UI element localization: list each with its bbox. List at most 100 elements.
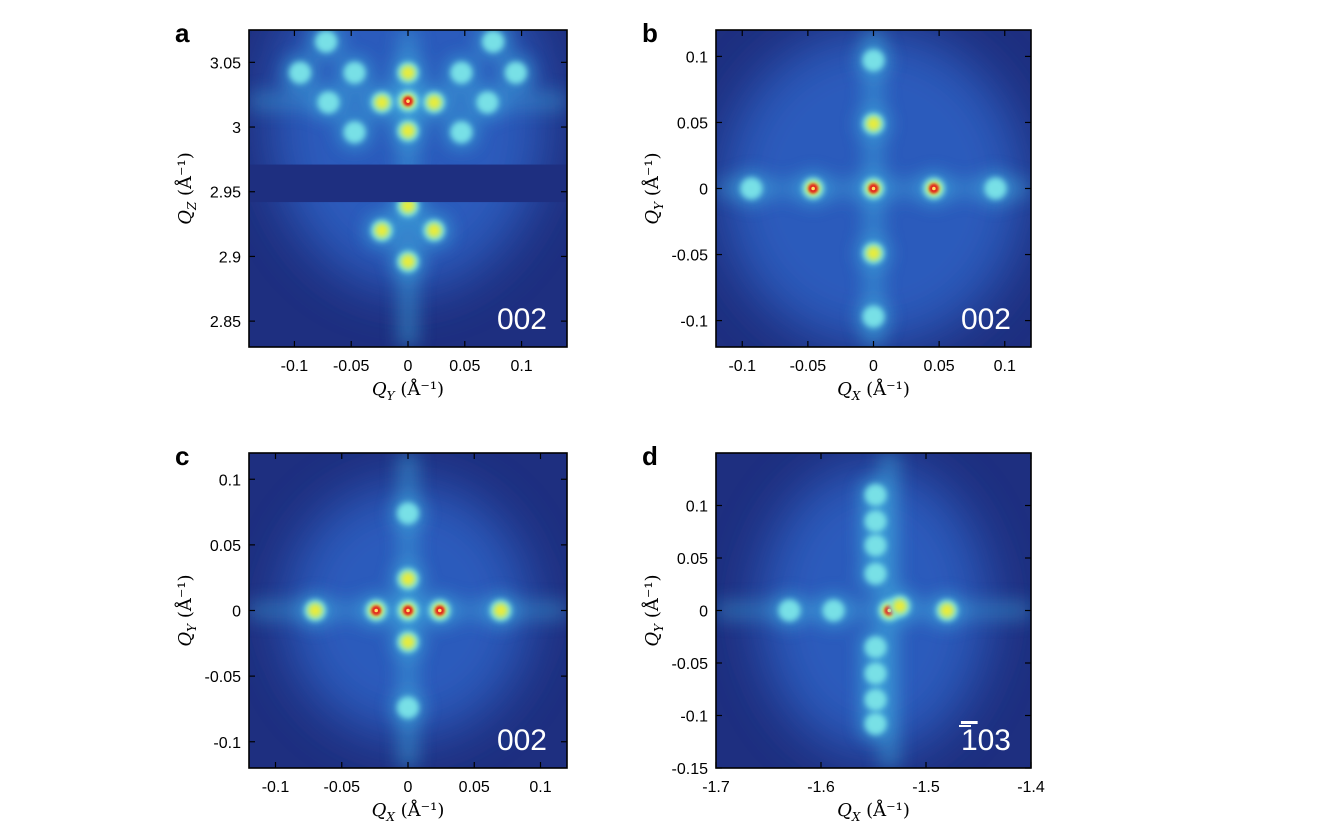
peak-b-2 [922,177,945,200]
peak-a-14 [476,91,499,114]
heatmap-d [716,453,1031,768]
y-tick-label-c-0: -0.1 [213,735,241,752]
peak-a-17 [289,61,312,84]
peak-a-1 [397,61,419,84]
peak-c-8 [397,696,419,719]
y-tick-label-c-4: 0.1 [219,472,241,489]
y-tick-label-d-4: 0.05 [677,551,708,568]
peak-a-5 [370,91,393,114]
y-tick-label-c-1: -0.05 [205,669,242,686]
peak-c-0 [397,599,419,622]
y-axis-label-a: QZ (Å⁻¹) [174,152,199,225]
y-tick-label-c-2: 0 [232,604,241,621]
peak-b-0 [862,177,885,200]
panel-letter-d: d [642,441,658,471]
reflection-label-c: 002 [497,724,547,757]
peak-a-13 [317,91,340,114]
heatmap-b [716,30,1031,347]
y-tick-label-b-4: 0.1 [686,49,708,66]
peak-a-8 [423,219,446,242]
peak-d-2 [936,599,958,622]
x-tick-label-a-4: 0.1 [510,358,532,375]
peak-c-5 [304,599,327,622]
peak-d-12 [864,712,887,735]
peak-d-4 [822,599,845,622]
y-tick-label-b-1: -0.05 [672,248,709,265]
reflection-label-d: 103 [961,724,1011,757]
peak-a-11 [343,61,366,84]
peak-d-5 [864,484,887,506]
peak-d-7 [864,534,887,557]
peak-d-8 [864,562,887,585]
x-tick-label-c-3: 0.05 [459,779,490,796]
y-tick-label-a-1: 2.9 [219,249,241,266]
panel-b: b 002 -0.1 -0.05 0 0.05 0.1 -0.1 -0.05 0 0.05 0.1 QX… [641,18,1032,403]
peak-d-1 [888,595,911,618]
x-tick-label-a-3: 0.05 [449,358,480,375]
peak-a-16 [482,30,505,53]
panel-letter-a: a [175,18,190,48]
panel-a: a 002 -0.1 -0.05 0 0.05 0.1 2.85 2.9 2.95 3 3.05 QY … [174,18,568,403]
panel-letter-c: c [175,441,189,471]
peak-d-10 [864,662,887,685]
x-tick-label-a-1: -0.05 [333,358,370,375]
peak-b-5 [740,177,763,200]
peak-d-3 [778,599,801,622]
peak-b-1 [802,177,825,200]
peak-a-2 [397,119,419,142]
y-tick-label-a-2: 2.95 [210,185,241,202]
peak-a-15 [315,30,338,53]
x-tick-label-b-2: 0 [869,358,878,375]
y-tick-label-a-0: 2.85 [210,314,241,331]
x-axis-label-a: QY (Å⁻¹) [372,378,444,403]
peak-c-3 [397,568,419,590]
peak-a-4 [397,250,419,273]
detector-gap-band [249,164,567,203]
peak-d-9 [864,636,887,659]
y-axis-label-d: QY (Å⁻¹) [641,574,666,646]
x-tick-label-c-0: -0.1 [262,779,290,796]
panel-d: d 103 -1.7 -1.6 -1.5 -1.4 -0.15 -0.1 -0.05 0 0.05 0… [641,441,1045,824]
x-tick-label-b-4: 0.1 [994,358,1016,375]
peak-a-12 [450,61,473,84]
x-tick-label-c-2: 0 [404,779,413,796]
panel-c: c 002 -0.1 -0.05 0 0.05 0.1 -0.1 -0.05 0 0.05 0.1 QX… [174,441,568,824]
y-tick-label-d-5: 0.1 [686,499,708,516]
x-tick-label-d-2: -1.5 [912,779,940,796]
x-tick-label-d-3: -1.4 [1017,779,1045,796]
y-tick-label-a-3: 3 [232,120,241,137]
y-tick-label-d-1: -0.1 [680,709,708,726]
y-tick-label-b-2: 0 [699,182,708,199]
x-tick-label-c-1: -0.05 [324,779,361,796]
peak-a-18 [504,61,527,84]
x-tick-label-a-2: 0 [404,358,413,375]
peak-b-7 [862,49,885,72]
reflection-label-a: 002 [497,303,547,336]
x-tick-label-b-3: 0.05 [924,358,955,375]
y-tick-label-c-3: 0.05 [210,538,241,555]
peak-a-6 [423,91,446,114]
peak-a-0 [397,90,419,113]
reflection-label-b: 002 [961,303,1011,336]
heatmap-c [249,453,567,768]
peak-b-3 [862,112,885,135]
x-axis-label-c: QX (Å⁻¹) [372,799,445,824]
peak-c-6 [489,599,512,622]
x-tick-label-d-0: -1.7 [702,779,730,796]
y-tick-label-d-3: 0 [699,604,708,621]
peak-b-4 [862,242,885,265]
x-axis-label-b: QX (Å⁻¹) [837,378,910,403]
y-axis-label-c: QY (Å⁻¹) [174,574,199,646]
y-tick-label-d-0: -0.15 [672,761,709,778]
peak-a-10 [450,121,473,144]
peak-a-7 [370,219,393,242]
peak-c-4 [397,631,419,653]
peak-c-1 [365,599,388,622]
x-tick-label-b-0: -0.1 [728,358,756,375]
heatmap-a [249,30,567,347]
peak-b-8 [862,305,885,328]
peak-d-6 [864,510,887,533]
peak-c-2 [428,599,451,622]
x-tick-label-c-4: 0.1 [529,779,551,796]
